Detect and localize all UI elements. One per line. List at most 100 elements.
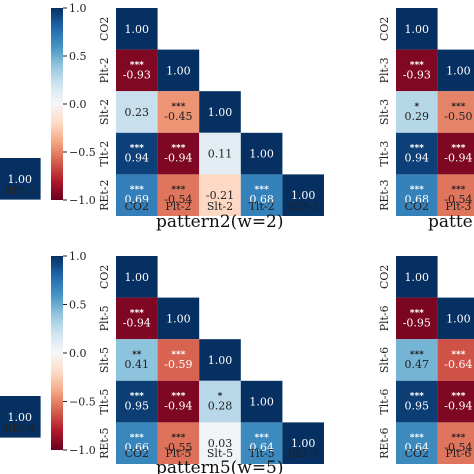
cell-value-label: 1.00: [125, 23, 150, 36]
significance-stars-label: ***: [255, 185, 269, 195]
significance-stars-label: ***: [451, 350, 465, 360]
column-tick-label: REt-1: [4, 184, 35, 197]
cell-value-label: 0.11: [208, 148, 233, 161]
heatmap-cell: [240, 174, 283, 216]
heatmap-cell: [157, 132, 200, 175]
cell-value-label: 1.00: [249, 148, 274, 161]
row-tick-label: REt-5: [98, 427, 111, 458]
significance-stars-label: ***: [171, 433, 185, 443]
cell-value-label: 1.00: [166, 64, 191, 77]
cell-value-label: 1.00: [208, 354, 233, 367]
cell-value-label: 1.00: [208, 106, 233, 119]
row-tick-label: Tlt-6: [378, 389, 391, 415]
column-tick-label: Plt-2: [165, 200, 191, 213]
cell-value-label: 0.69: [125, 193, 150, 206]
heatmap-cell: [199, 422, 241, 464]
colorbar-tick-label: −0.5: [69, 396, 96, 409]
significance-stars-label: ***: [171, 350, 185, 360]
heatmap-cell: [396, 8, 438, 50]
heatmap-cell: [116, 297, 158, 340]
heatmap-cell: [282, 174, 324, 216]
heatmap-cell: [157, 339, 200, 381]
cell-value-label: -0.64: [444, 358, 472, 371]
colorbar-tick-label: 0.5: [69, 299, 87, 312]
cell-value-label: 0.95: [125, 400, 150, 413]
cell-value-label: 1.00: [249, 396, 274, 409]
row-tick-label: REt-2: [98, 179, 111, 210]
colorbar-tick-label: −1.0: [69, 444, 96, 457]
heatmap-cell: [437, 174, 474, 216]
heatmap-cell: [199, 174, 241, 216]
heatmap-cell: [157, 91, 200, 133]
column-tick-label: REt-5: [287, 447, 318, 460]
significance-stars-label: ***: [410, 60, 424, 70]
column-tick-label: Slt-2: [207, 200, 233, 213]
cell-value-label: 0.03: [208, 437, 233, 450]
significance-stars-label: ***: [410, 350, 424, 360]
heatmap-cell: [240, 380, 283, 423]
cell-value-label: 0.28: [208, 400, 233, 413]
column-tick-label: CO2: [405, 200, 429, 213]
colorbar-tick-label: −0.5: [69, 146, 96, 159]
row-tick-label: Plt-2: [98, 57, 111, 83]
heatmap-cell: [116, 339, 158, 381]
heatmap-cell: [396, 256, 438, 298]
cell-value-label: -0.55: [164, 441, 192, 454]
heatmap-cell: [116, 380, 158, 423]
cell-value-label: 1.00: [446, 64, 471, 77]
cell-value-label: 0.66: [125, 441, 150, 454]
column-tick-label: Tlt-5: [249, 447, 275, 460]
significance-stars-label: ***: [451, 433, 465, 443]
row-tick-label: Slt-2: [98, 99, 111, 125]
column-tick-label: CO2: [125, 200, 149, 213]
heatmap-cell: [396, 380, 438, 423]
significance-stars-label: ***: [410, 185, 424, 195]
heatmap-cell: [396, 91, 438, 133]
colorbar-tick-label: 1.0: [69, 2, 87, 15]
significance-stars-label: *: [414, 102, 419, 112]
heatmap-cell: [116, 422, 158, 464]
significance-stars-label: ***: [171, 102, 185, 112]
cell-value-label: -0.54: [444, 441, 472, 454]
row-tick-label: CO2: [98, 265, 111, 289]
column-tick-label: REt-4: [4, 422, 35, 435]
cell-value-label: -0.94: [444, 400, 472, 413]
significance-stars-label: ***: [410, 144, 424, 154]
heatmap-cell: [0, 396, 41, 438]
column-tick-label: Slt-5: [207, 447, 233, 460]
cell-value-label: 0.47: [405, 358, 430, 371]
row-tick-label: REt-3: [378, 179, 391, 210]
row-tick-label: CO2: [98, 17, 111, 41]
cell-value-label: 0.94: [405, 152, 430, 165]
row-tick-label: CO2: [378, 265, 391, 289]
cell-value-label: -0.59: [164, 358, 192, 371]
cell-value-label: 0.64: [249, 441, 274, 454]
cell-value-label: -0.94: [444, 152, 472, 165]
cell-value-label: -0.45: [164, 110, 192, 123]
significance-stars-label: ***: [130, 308, 144, 318]
heatmap-cell: [157, 380, 200, 423]
cell-value-label: -0.54: [444, 193, 472, 206]
significance-stars-label: ***: [171, 185, 185, 195]
heatmap-cell: [116, 8, 158, 50]
cell-value-label: 0.95: [405, 400, 430, 413]
significance-stars-label: ***: [171, 144, 185, 154]
heatmap-panel-3: 1.00-0.93*** 1.000.29*-0.50***0.94***-0.9…: [378, 8, 474, 232]
cell-value-label: 0.68: [405, 193, 430, 206]
cell-value-label: 0.68: [249, 193, 274, 206]
significance-stars-label: *: [218, 392, 223, 402]
heatmap-cell: [396, 174, 438, 216]
colorbar-tick-label: 0.0: [69, 347, 87, 360]
row-tick-label: Slt-5: [98, 347, 111, 373]
significance-stars-label: ***: [410, 392, 424, 402]
column-tick-label: Plt-6: [445, 447, 471, 460]
colorbar: [51, 8, 63, 200]
row-tick-label: Plt-5: [98, 305, 111, 331]
column-tick-label: Plt-5: [165, 447, 191, 460]
colorbar-tick-label: 0.0: [69, 98, 87, 111]
significance-stars-label: ***: [451, 392, 465, 402]
row-tick-label: Slt-6: [378, 347, 391, 373]
heatmap-cell: [437, 132, 474, 175]
